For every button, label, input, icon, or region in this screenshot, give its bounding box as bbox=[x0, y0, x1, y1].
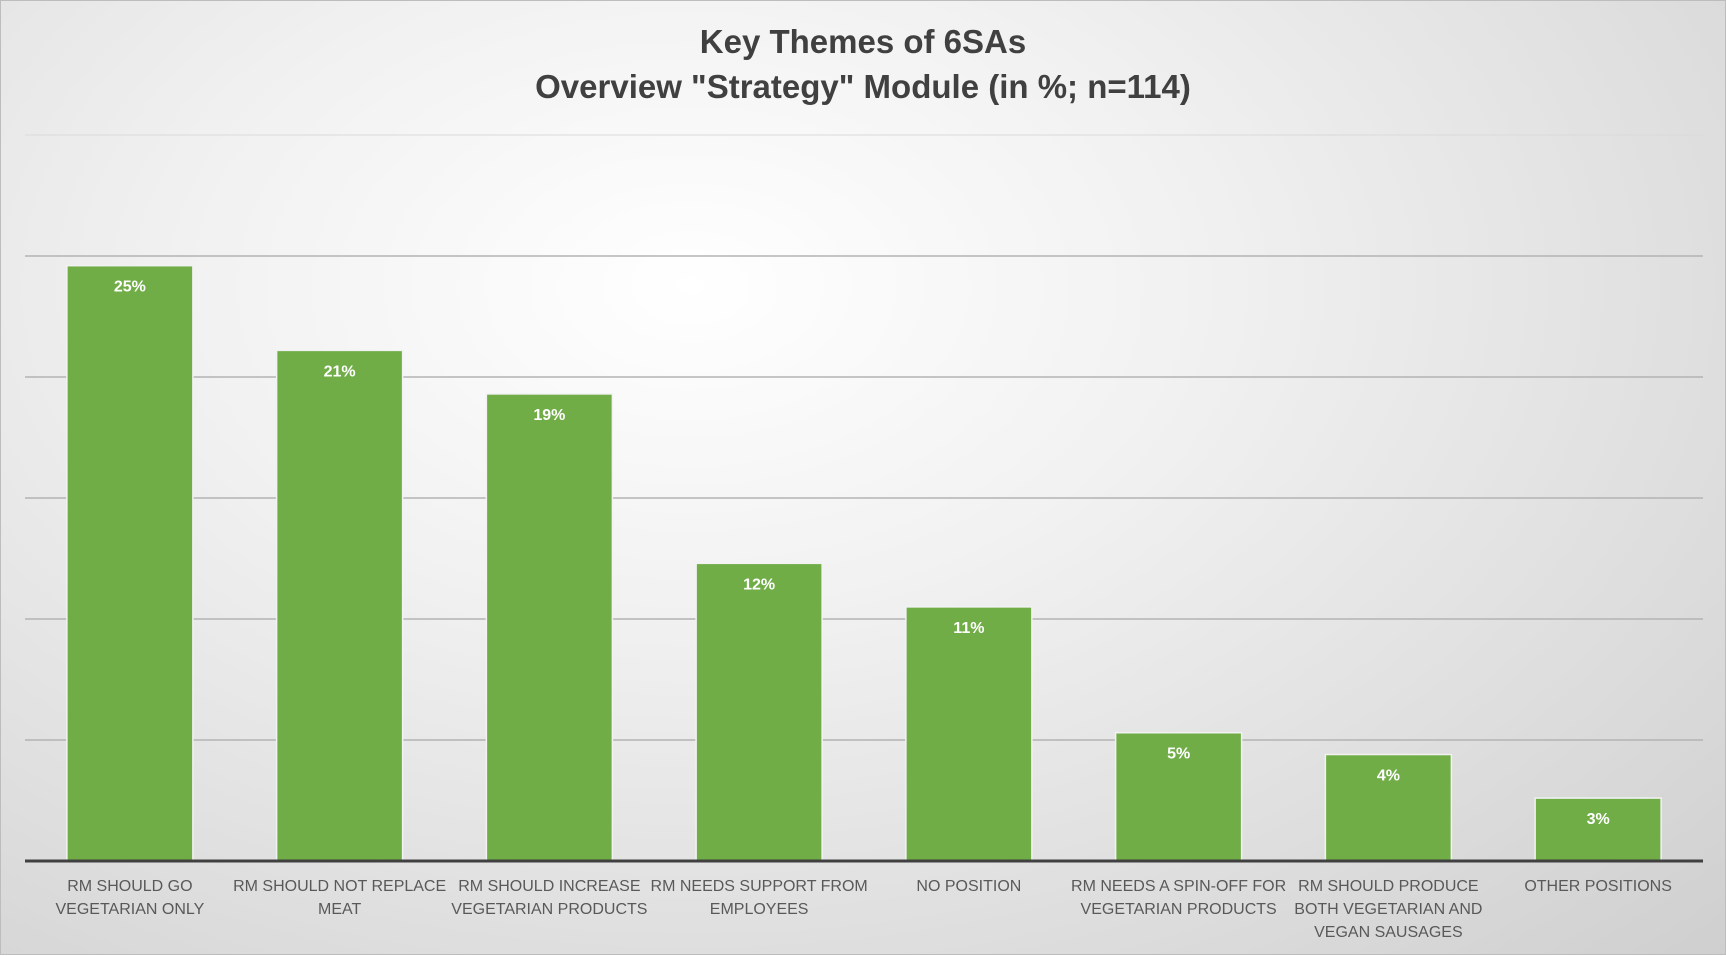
x-tick-label-3-line-1: RM SHOULD INCREASE bbox=[458, 878, 640, 895]
bar-1 bbox=[66, 264, 194, 862]
chart-title: Key Themes of 6SAs bbox=[699, 23, 1027, 60]
x-tick-label-3-line-2: VEGETARIAN PRODUCTS bbox=[451, 901, 647, 918]
bar-8 bbox=[1534, 797, 1662, 862]
x-tick-label-5-line-1: NO POSITION bbox=[916, 878, 1021, 895]
x-tick-label-6-line-1: RM NEEDS A SPIN-OFF FOR bbox=[1071, 878, 1286, 895]
bar-7 bbox=[1324, 753, 1453, 862]
x-tick-label-8-line-1: OTHER POSITIONS bbox=[1524, 878, 1672, 895]
x-tick-label-7-line-1: RM SHOULD PRODUCE bbox=[1298, 878, 1478, 895]
x-tick-label-1-line-1: RM SHOULD GO bbox=[67, 878, 192, 895]
x-tick-label-4-line-2: EMPLOYEES bbox=[710, 901, 809, 918]
bar-6 bbox=[1114, 731, 1243, 862]
data-label-7: 4% bbox=[1377, 768, 1400, 785]
data-label-2: 21% bbox=[324, 363, 356, 380]
data-label-6: 5% bbox=[1167, 746, 1190, 763]
data-label-8: 3% bbox=[1587, 811, 1610, 828]
x-tick-label-2-line-2: MEAT bbox=[318, 901, 361, 918]
chart-subtitle: Overview "Strategy" Module (in %; n=114) bbox=[535, 68, 1191, 105]
data-label-5: 11% bbox=[953, 620, 984, 637]
bar-5 bbox=[905, 606, 1033, 862]
x-tick-label-4-line-1: RM NEEDS SUPPORT FROM bbox=[651, 878, 868, 895]
data-label-3: 19% bbox=[533, 407, 565, 424]
x-tick-label-2-line-1: RM SHOULD NOT REPLACE bbox=[233, 878, 446, 895]
bar-3 bbox=[485, 393, 614, 862]
x-tick-label-7-line-2: BOTH VEGETARIAN AND bbox=[1294, 901, 1482, 918]
data-label-4: 12% bbox=[743, 576, 775, 593]
bar-2 bbox=[275, 349, 404, 862]
x-tick-label-1-line-2: VEGETARIAN ONLY bbox=[55, 901, 204, 918]
x-tick-label-7-line-3: VEGAN SAUSAGES bbox=[1314, 924, 1463, 941]
x-tick-label-6-line-2: VEGETARIAN PRODUCTS bbox=[1081, 901, 1277, 918]
data-label-1: 25% bbox=[114, 279, 146, 296]
bar-4 bbox=[695, 562, 823, 862]
